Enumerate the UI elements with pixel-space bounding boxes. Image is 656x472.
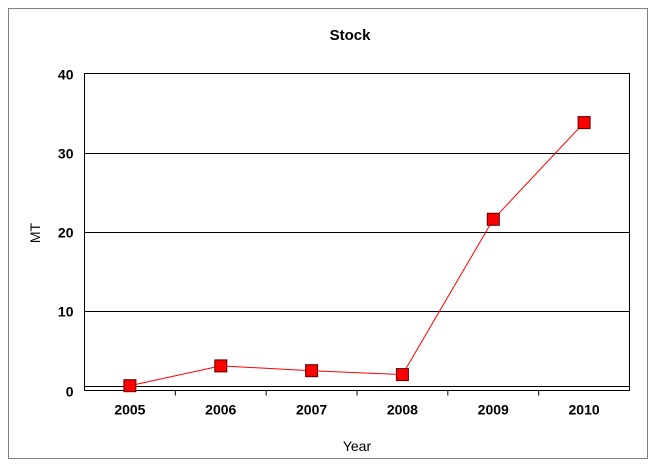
series-layer [123,116,591,393]
x-tick-labels: 2005 2006 2007 2008 2009 2010 [114,402,600,418]
data-point-marker [214,359,228,373]
y-tick-label: 20 [58,225,74,241]
series-line [129,122,585,387]
data-point-marker [486,212,500,226]
chart-title: Stock [330,27,372,44]
grid-lines [84,153,630,312]
y-tick-label: 0 [66,384,74,400]
x-tick-label: 2009 [478,402,509,418]
x-tick-label: 2007 [296,402,327,418]
x-tick-label: 2010 [569,402,600,418]
y-tick-label: 40 [58,67,74,83]
y-axis-label: MT [27,222,43,243]
data-point-marker [577,116,591,130]
y-tick-labels: 0 10 20 30 40 [58,67,74,400]
x-tick-label: 2006 [205,402,236,418]
y-tick-label: 10 [58,304,74,320]
data-point-marker [395,368,409,382]
x-tick-label: 2008 [387,402,418,418]
x-axis-label: Year [343,438,372,454]
data-point-marker [305,364,319,378]
y-tick-label: 30 [58,146,74,162]
chart-border [8,8,648,459]
x-tick-label: 2005 [114,402,145,418]
axes [84,386,630,396]
data-point-marker [123,379,137,393]
